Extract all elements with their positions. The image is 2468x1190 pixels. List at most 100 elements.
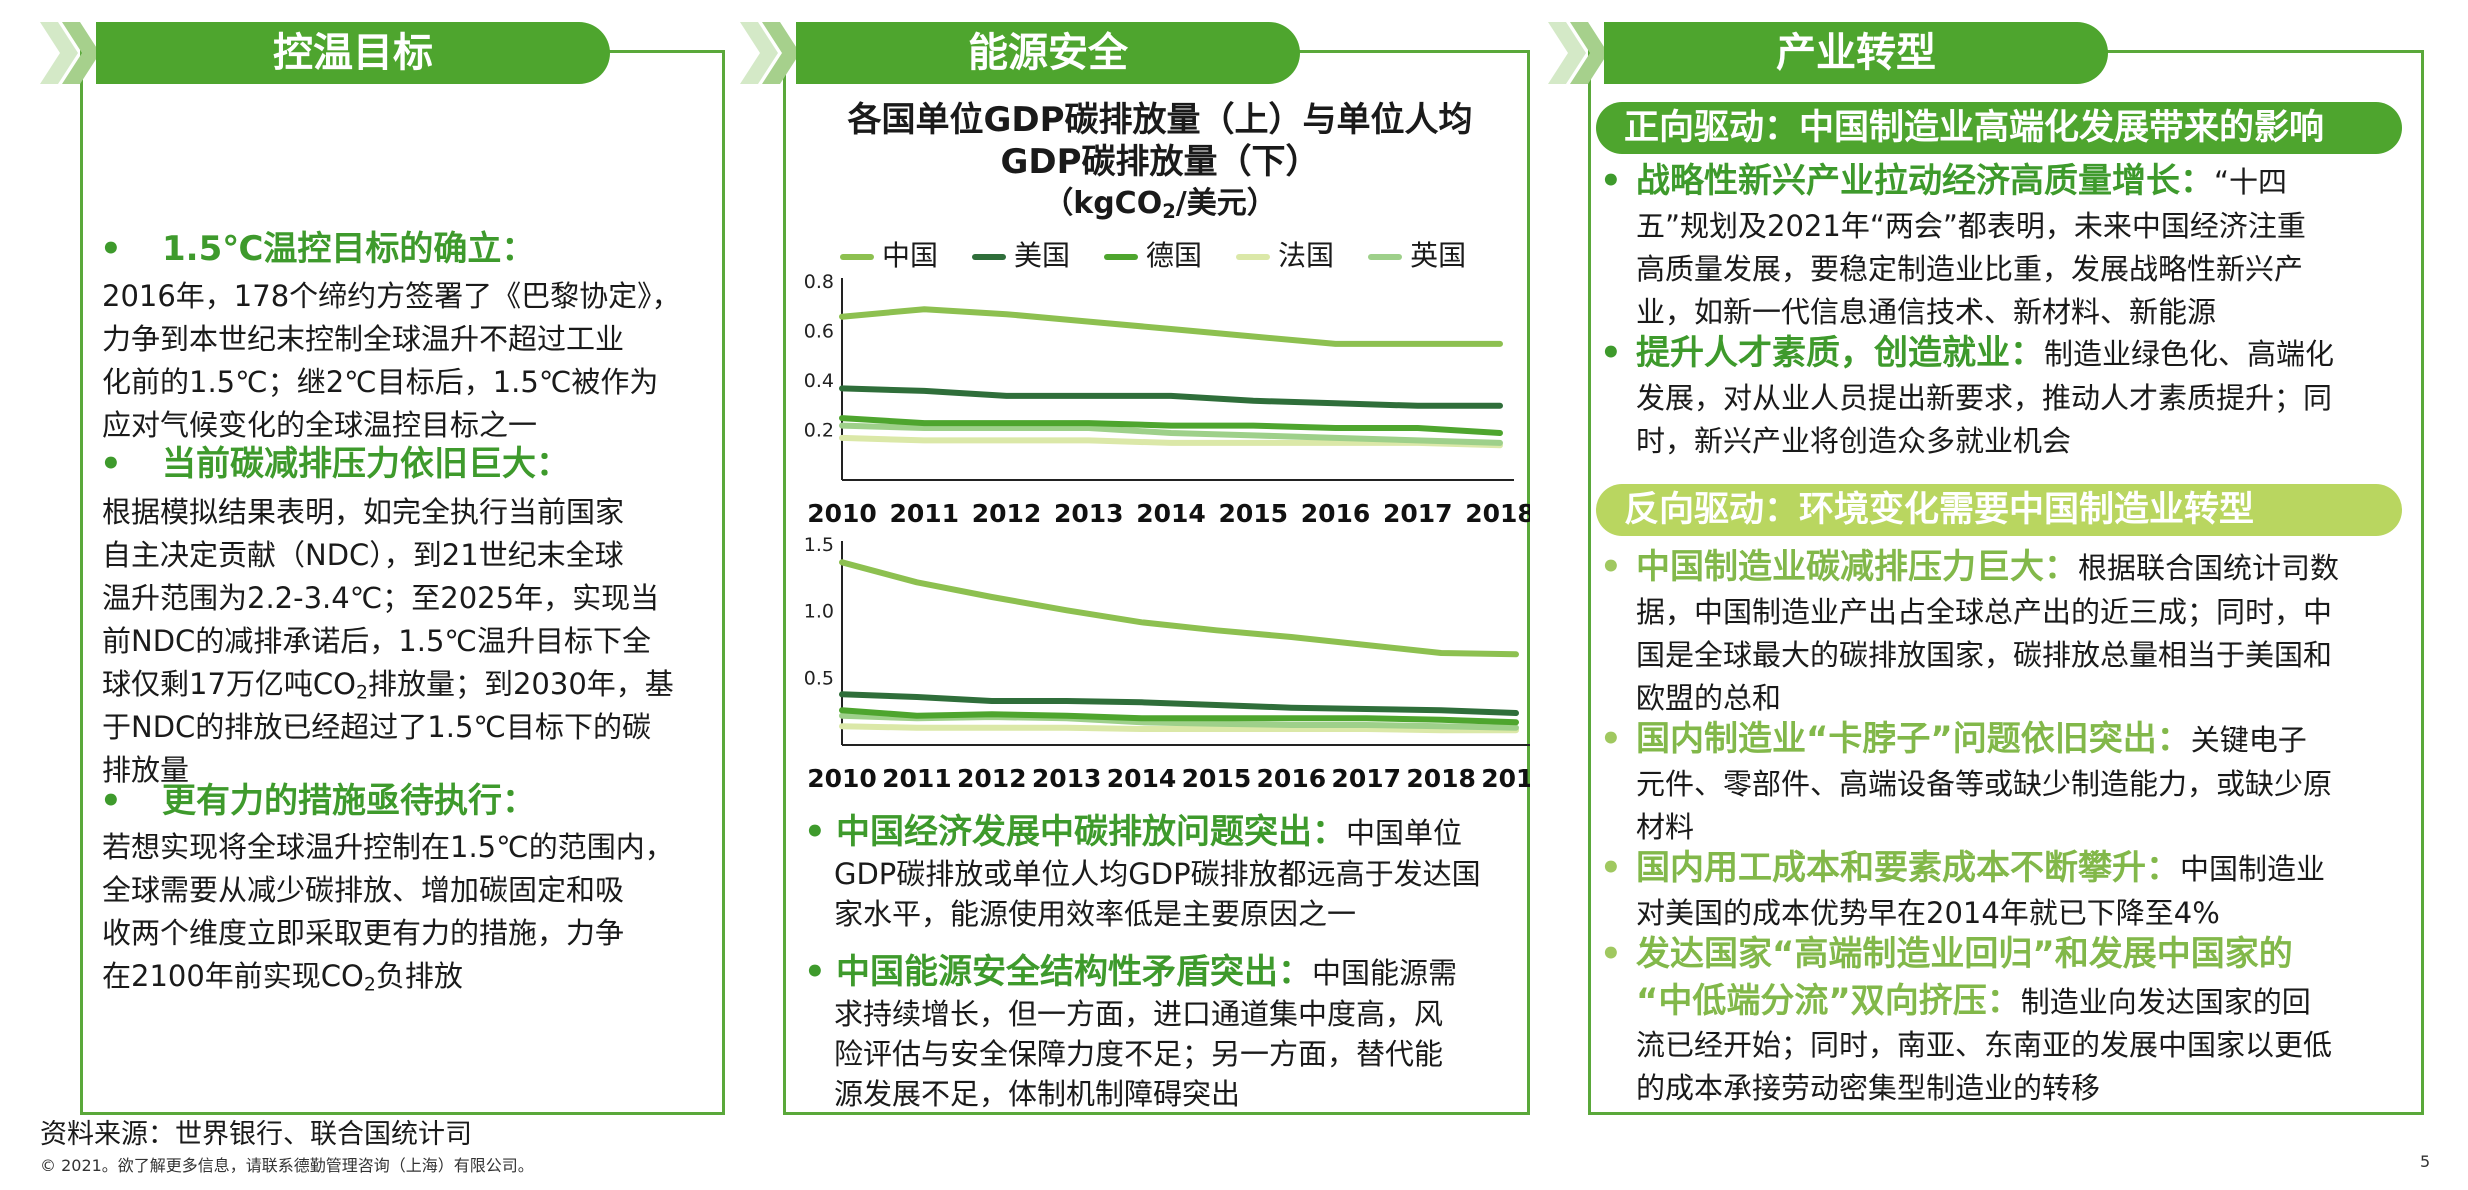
text-line: 险评估与安全保障力度不足；另一方面，替代能 xyxy=(834,1037,1444,1071)
y-tick-label: 1.5 xyxy=(804,534,834,556)
page-number: 5 xyxy=(2420,1152,2431,1171)
text-line: 源发展不足，体制机制障碍突出 xyxy=(834,1077,1241,1111)
text-line: 国是全球最大的碳排放国家，碳排放总量相当于美国和 xyxy=(1636,638,2333,672)
panel-temperature-control xyxy=(80,50,725,1115)
legend-label: 法国 xyxy=(1278,239,1335,272)
x-tick-label: 2015 xyxy=(1218,499,1288,528)
x-tick-label: 2015 xyxy=(1182,764,1252,793)
series-line xyxy=(839,422,1503,446)
text-line: 温升范围为2.2-3.4℃；至2025年，实现当 xyxy=(102,581,660,615)
text-line: 在2100年前实现CO2负排放 xyxy=(102,959,463,996)
legend-swatch xyxy=(1236,254,1271,260)
legend-label: 中国 xyxy=(882,239,939,272)
banner-title: 产业转型 xyxy=(1604,22,2108,84)
bullet-dot: • xyxy=(804,812,826,852)
series-line xyxy=(839,691,1519,716)
bullet-dot: • xyxy=(1600,719,1622,759)
heading-strategic-industry: 战略性新兴产业拉动经济高质量增长：“十四 xyxy=(1636,161,2288,201)
banner-title: 控温目标 xyxy=(96,22,610,84)
chevron-arrows-icon xyxy=(40,22,100,84)
text-line: 球仅剩17万亿吨CO2排放量；到2030年，基 xyxy=(102,667,674,704)
text-line: 欧盟的总和 xyxy=(1636,681,1782,715)
chart-legend: 中国 美国 德国 法国 英国 xyxy=(840,234,1500,274)
text-line: 应对气候变化的全球温控目标之一 xyxy=(102,408,538,442)
x-tick-label: 2018 xyxy=(1406,764,1476,793)
y-tick-label: 0.4 xyxy=(804,370,834,392)
x-tick-label: 2010 xyxy=(807,499,877,528)
legend-item: 英国 xyxy=(1368,234,1466,274)
series-line xyxy=(839,385,1503,409)
x-tick-label: 2011 xyxy=(889,499,959,528)
heading-stronger-measures: 更有力的措施亟待执行： xyxy=(162,781,536,821)
text-line: 材料 xyxy=(1636,810,1695,844)
x-tick-label: 2016 xyxy=(1301,499,1371,528)
text-line: 家水平，能源使用效率低是主要原因之一 xyxy=(834,897,1357,931)
banner-industry-transformation: 产业转型 xyxy=(1548,22,2108,84)
chevron-arrows-icon xyxy=(1548,22,1608,84)
heading-manufacturing-pressure: 中国制造业碳减排压力巨大：根据联合国统计司数 xyxy=(1636,547,2340,587)
heading-dual-squeeze: 发达国家“高端制造业回归”和发展中国家的 xyxy=(1636,934,2293,974)
x-tick-label: 2013 xyxy=(1032,764,1102,793)
bullet-dot: • xyxy=(1600,333,1622,373)
legend-item: 美国 xyxy=(972,234,1070,274)
legend-swatch xyxy=(972,254,1007,260)
x-tick-label: 2018 xyxy=(1465,499,1530,528)
chart-unit: （kgCO2/美元） xyxy=(1043,186,1277,223)
text-line: 2016年，178个缔约方签署了《巴黎协定》， xyxy=(102,279,681,313)
legend-swatch xyxy=(840,254,874,260)
y-tick-label: 1.0 xyxy=(804,601,834,623)
heading-cost-rising: 国内用工成本和要素成本不断攀升：中国制造业 xyxy=(1636,848,2326,888)
heading-reduction-pressure: 当前碳减排压力依旧巨大： xyxy=(162,444,570,484)
y-tick-label: 0.6 xyxy=(804,321,834,343)
banner-temperature-control: 控温目标 xyxy=(40,22,610,84)
heading-energy-structure: 中国能源安全结构性矛盾突出：中国能源需 xyxy=(836,952,1458,992)
text-line: 自主决定贡献（NDC），到21世纪末全球 xyxy=(102,538,624,572)
bullet-dot: • xyxy=(100,229,122,269)
text-line: 时，新兴产业将创造众多就业机会 xyxy=(1636,424,2072,458)
copyright: © 2021。欲了解更多信息，请联系德勤管理咨询（上海）有限公司。 xyxy=(40,1156,534,1175)
bullet-dot: • xyxy=(1600,934,1622,974)
heading-talent-employment: 提升人才素质，创造就业：制造业绿色化、高端化 xyxy=(1636,333,2335,373)
legend-swatch xyxy=(1104,254,1139,260)
text-line: 元件、零部件、高端设备等或缺少制造能力，或缺少原 xyxy=(1636,767,2333,801)
text-line: 化前的1.5℃；继2℃目标后，1.5℃被作为 xyxy=(102,365,659,399)
chart-title-line2: GDP碳排放量（下） xyxy=(1000,142,1320,182)
x-tick-label: 2012 xyxy=(957,764,1027,793)
text-line: 的成本承接劳动密集型制造业的转移 xyxy=(1636,1071,2101,1105)
series-line xyxy=(839,306,1503,347)
series-line xyxy=(839,434,1503,449)
text-line: 收两个维度立即采取更有力的措施，力争 xyxy=(102,916,625,950)
text-line: 全球需要从减少碳排放、增加碳固定和吸 xyxy=(102,873,625,907)
text-line: 高质量发展，要稳定制造业比重，发展战略性新兴产 xyxy=(1636,252,2304,286)
banner-title: 能源安全 xyxy=(796,22,1300,84)
chart-title-line1: 各国单位GDP碳排放量（上）与单位人均 xyxy=(847,100,1473,140)
text-line: 于NDC的排放已经超过了1.5℃目标下的碳 xyxy=(102,710,651,744)
x-tick-label: 2014 xyxy=(1136,499,1206,528)
text-line: 发展，对从业人员提出新要求，推动人才素质提升；同 xyxy=(1636,381,2333,415)
bullet-dot: • xyxy=(100,781,122,821)
series-line xyxy=(839,559,1519,658)
series-line xyxy=(839,723,1519,734)
chart-gdp-emission: 0.2 0.4 0.6 0.8 2010 2011 2012 2013 2014 2015 2016… xyxy=(804,271,1530,528)
legend-label: 德国 xyxy=(1146,239,1203,272)
x-tick-label: 2016 xyxy=(1257,764,1327,793)
bullet-dot: • xyxy=(1600,547,1622,587)
text-line: 五”规划及2021年“两会”都表明，未来中国经济注重 xyxy=(1636,209,2306,243)
x-tick-label: 2017 xyxy=(1383,499,1453,528)
text-line: 对美国的成本优势早在2014年就已下降至4% xyxy=(1636,896,2220,930)
text-line: 前NDC的减排承诺后，1.5℃温升目标下全 xyxy=(102,624,651,658)
x-tick-label: 2013 xyxy=(1054,499,1124,528)
y-tick-label: 0.5 xyxy=(804,667,834,689)
heading-china-emission-issue: 中国经济发展中碳排放问题突出：中国单位 xyxy=(836,812,1463,852)
text-line: 业，如新一代信息通信技术、新材料、新能源 xyxy=(1636,295,2217,329)
text-line: GDP碳排放或单位人均GDP碳排放都远高于发达国 xyxy=(834,857,1481,891)
text-line: 若想实现将全球温升控制在1.5℃的范围内， xyxy=(102,830,674,864)
heading-1p5-target: 1.5℃温控目标的确立： xyxy=(162,229,536,269)
text-line: 据，中国制造业产出占全球总产出的近三成；同时，中 xyxy=(1636,595,2333,629)
x-tick-label: 2017 xyxy=(1331,764,1401,793)
text-line: 力争到本世纪末控制全球温升不超过工业 xyxy=(102,322,625,356)
text-line: 排放量 xyxy=(102,753,190,787)
legend-item: 法国 xyxy=(1236,234,1334,274)
y-tick-label: 0.2 xyxy=(804,420,834,442)
source-note: 资料来源：世界银行、联合国统计司 xyxy=(40,1119,472,1150)
